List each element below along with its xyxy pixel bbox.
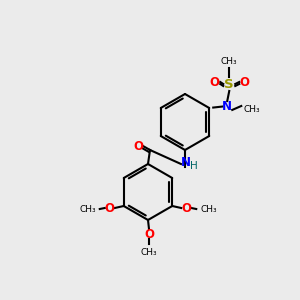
Text: O: O bbox=[181, 202, 191, 214]
Text: CH₃: CH₃ bbox=[200, 206, 217, 214]
Text: O: O bbox=[133, 140, 143, 152]
Text: N: N bbox=[181, 155, 191, 169]
Text: O: O bbox=[105, 202, 115, 214]
Text: N: N bbox=[222, 100, 232, 112]
Text: S: S bbox=[224, 77, 234, 91]
Text: H: H bbox=[190, 161, 198, 171]
Text: O: O bbox=[209, 76, 219, 88]
Text: CH₃: CH₃ bbox=[141, 248, 157, 257]
Text: O: O bbox=[144, 227, 154, 241]
Text: CH₃: CH₃ bbox=[221, 57, 238, 66]
Text: O: O bbox=[239, 76, 249, 88]
Text: CH₃: CH₃ bbox=[79, 206, 96, 214]
Text: CH₃: CH₃ bbox=[243, 104, 260, 113]
